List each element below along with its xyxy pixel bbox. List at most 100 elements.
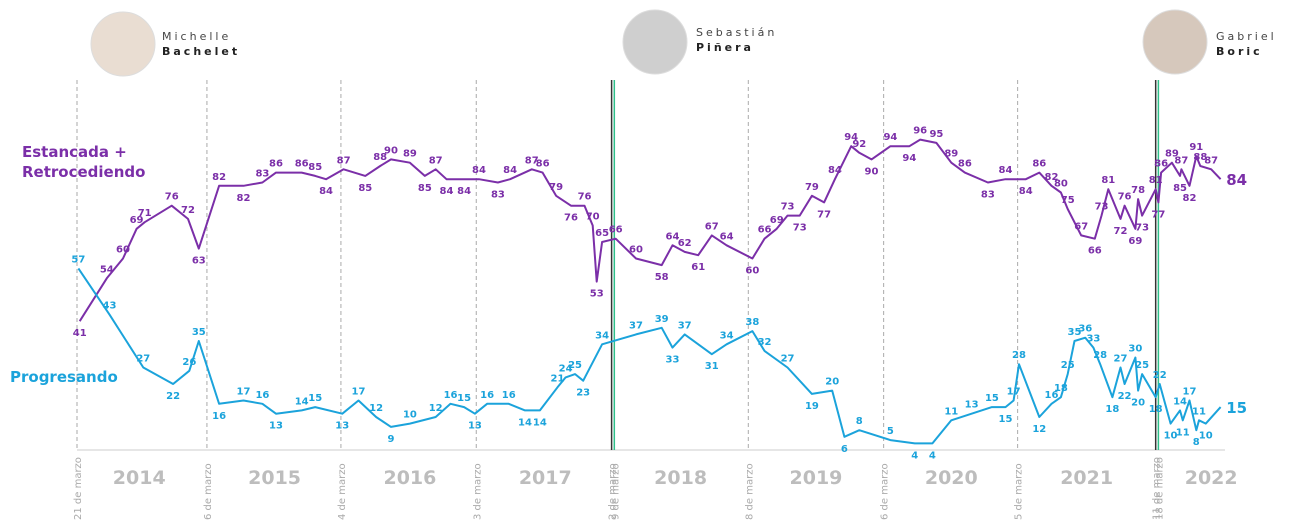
value-label: 84 <box>503 165 517 176</box>
value-label: 32 <box>758 337 772 348</box>
president-last: Boric <box>1216 45 1263 58</box>
value-label: 12 <box>369 403 383 414</box>
value-label: 85 <box>358 183 372 194</box>
series-label: Estancada + Retrocediendo <box>22 143 146 181</box>
value-label: 79 <box>805 182 819 193</box>
value-label: 76 <box>578 192 592 203</box>
value-label: 84 <box>319 186 333 197</box>
value-label: 16 <box>255 390 269 401</box>
value-label: 25 <box>568 360 582 371</box>
value-label: 88 <box>373 152 387 163</box>
value-label: 8 <box>1193 437 1200 448</box>
value-label: 75 <box>1061 195 1075 206</box>
value-label: 84 <box>440 186 454 197</box>
value-label: 24 <box>559 363 573 374</box>
value-label: 37 <box>678 320 692 331</box>
value-label: 85 <box>1173 183 1187 194</box>
value-label: 16 <box>1045 390 1059 401</box>
value-label: 81 <box>1101 175 1115 186</box>
value-label: 14 <box>518 417 532 428</box>
x-tick-label: 2022 <box>1185 467 1238 489</box>
series-label: Progresando <box>10 368 118 386</box>
value-label: 8 <box>856 416 863 427</box>
value-label: 34 <box>720 330 734 341</box>
value-label: 26 <box>182 357 196 368</box>
value-label: 67 <box>705 221 719 232</box>
value-label: 76 <box>165 192 179 203</box>
value-label: 77 <box>817 209 831 220</box>
series-line <box>77 267 1222 445</box>
value-label: 16 <box>212 411 226 422</box>
value-label: 62 <box>678 238 692 249</box>
value-label: 5 <box>887 426 894 437</box>
value-label: 34 <box>595 330 609 341</box>
date-label: 2 de marzo <box>608 463 619 520</box>
x-tick-label: 2015 <box>248 467 301 489</box>
value-label: 35 <box>192 327 206 338</box>
value-label: 83 <box>491 190 505 201</box>
value-label: 31 <box>705 361 719 372</box>
value-label: 33 <box>1086 334 1100 345</box>
value-label: 38 <box>745 317 759 328</box>
value-label: 18 <box>1149 404 1163 415</box>
value-label: 83 <box>255 169 269 180</box>
value-label: 25 <box>1135 360 1149 371</box>
value-label: 58 <box>655 272 669 283</box>
value-label: 70 <box>586 211 600 222</box>
value-label: 12 <box>429 403 443 414</box>
value-label: 20 <box>825 377 839 388</box>
value-label: 15 <box>308 393 322 404</box>
value-label: 35 <box>1068 327 1082 338</box>
president-first: Michelle <box>162 30 231 43</box>
value-label: 89 <box>403 149 417 160</box>
value-label: 39 <box>655 314 669 325</box>
value-label: 15 <box>457 393 471 404</box>
value-label: 22 <box>1153 370 1167 381</box>
value-label: 17 <box>352 386 366 397</box>
value-label: 69 <box>130 215 144 226</box>
value-label: 87 <box>429 155 443 166</box>
value-label: 43 <box>103 301 117 312</box>
value-label: 82 <box>1045 172 1059 183</box>
value-label: 84 <box>457 186 471 197</box>
series-line <box>78 138 1222 322</box>
value-label: 73 <box>793 223 807 234</box>
value-label: 11 <box>1192 406 1206 417</box>
value-label: 72 <box>181 205 195 216</box>
value-label: 85 <box>418 183 432 194</box>
value-label: 76 <box>564 213 578 224</box>
value-label: 4 <box>911 450 918 461</box>
value-label: 95 <box>929 129 943 140</box>
value-label: 79 <box>549 182 563 193</box>
date-label: 4 de marzo <box>337 463 348 520</box>
date-label: 6 de marzo <box>203 463 214 520</box>
value-label: 85 <box>308 162 322 173</box>
value-label: 94 <box>902 153 916 164</box>
value-label: 54 <box>100 264 114 275</box>
value-label: 60 <box>745 265 759 276</box>
value-label: 86 <box>1154 159 1168 170</box>
value-label: 17 <box>1007 386 1021 397</box>
value-label: 17 <box>1183 386 1197 397</box>
date-label: 8 de marzo <box>744 463 755 520</box>
value-label: 90 <box>384 145 398 156</box>
value-label: 14 <box>1173 396 1187 407</box>
value-label: 15 <box>985 393 999 404</box>
president-last: Piñera <box>696 41 754 54</box>
value-label: 10 <box>1164 431 1178 442</box>
value-label: 66 <box>1088 246 1102 257</box>
x-tick-label: 2017 <box>519 467 572 489</box>
president-first: Gabriel <box>1216 30 1277 43</box>
value-label: 15 <box>998 414 1012 425</box>
value-label: 22 <box>166 391 180 402</box>
value-label: 11 <box>944 406 958 417</box>
value-label: 77 <box>1151 209 1165 220</box>
value-label: 28 <box>1012 350 1026 361</box>
x-tick-label: 2018 <box>654 467 707 489</box>
value-label: 82 <box>1183 193 1197 204</box>
x-tick-label: 2019 <box>790 467 843 489</box>
value-label: 6 <box>841 444 848 455</box>
value-label: 61 <box>691 262 705 273</box>
value-label: 16 <box>480 390 494 401</box>
value-label: 96 <box>913 126 927 137</box>
